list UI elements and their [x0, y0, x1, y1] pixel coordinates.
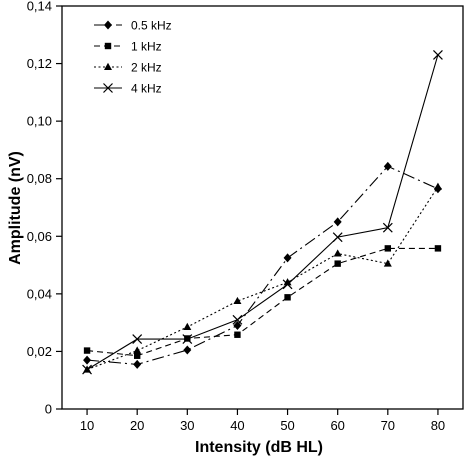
series-line-2 — [87, 247, 438, 357]
legend-marker — [104, 62, 112, 70]
data-point-3 — [233, 296, 242, 305]
data-point-1 — [133, 359, 142, 369]
plot-frame — [61, 5, 464, 410]
data-point-2 — [434, 245, 442, 252]
y-tick-label: 0 — [45, 402, 52, 417]
data-point-3 — [283, 278, 292, 286]
y-tick-label: 0,04 — [27, 286, 52, 301]
data-point-2 — [284, 294, 291, 301]
x-tick-label: 20 — [130, 418, 144, 433]
y-tick-label: 0,10 — [27, 114, 52, 129]
data-point-3 — [383, 259, 392, 267]
data-point-3 — [133, 346, 142, 354]
data-point-2 — [234, 331, 241, 338]
y-tick-label: 0,06 — [27, 229, 52, 244]
data-point-4 — [182, 334, 193, 344]
data-point-3 — [183, 322, 192, 330]
data-point-4 — [382, 222, 393, 233]
data-point-4 — [82, 364, 92, 375]
x-tick-label: 80 — [431, 418, 445, 433]
legend-label: 1 kHz — [131, 40, 162, 54]
data-point-1 — [183, 345, 192, 355]
x-tick-label: 10 — [80, 418, 94, 433]
legend-label: 0.5 kHz — [131, 19, 172, 33]
data-point-4 — [332, 232, 343, 243]
series-line-4 — [86, 54, 439, 371]
legend-marker — [104, 20, 112, 30]
y-tick-label: 0,02 — [27, 344, 52, 359]
x-tick-label: 60 — [330, 418, 344, 433]
data-point-1 — [333, 217, 342, 227]
data-point-2 — [133, 352, 141, 359]
y-axis-label: Amplitude (nV) — [7, 151, 24, 265]
y-tick-label: 0,08 — [27, 171, 52, 186]
x-tick-label: 70 — [381, 418, 395, 433]
x-tick-label: 40 — [230, 418, 244, 433]
x-axis-label: Intensity (dB HL) — [195, 439, 323, 456]
legend-marker — [104, 42, 112, 50]
y-tick-label: 0,12 — [27, 56, 52, 71]
data-point-4 — [132, 334, 143, 344]
legend-marker — [103, 83, 113, 93]
legend-label: 2 kHz — [131, 61, 162, 75]
x-tick-label: 30 — [180, 418, 194, 433]
data-point-2 — [83, 347, 91, 354]
x-tick-label: 50 — [280, 418, 294, 433]
data-point-1 — [383, 161, 392, 171]
data-point-3 — [333, 249, 342, 257]
data-point-2 — [334, 260, 341, 267]
data-point-1 — [83, 355, 92, 365]
legend-label: 4 kHz — [131, 82, 162, 96]
data-point-1 — [233, 321, 242, 331]
data-point-4 — [232, 314, 243, 325]
data-point-2 — [384, 245, 392, 252]
data-point-1 — [283, 253, 292, 263]
data-point-4 — [433, 50, 443, 60]
series-line-1 — [87, 165, 439, 365]
data-point-3 — [433, 182, 442, 190]
y-tick-label: 0,14 — [27, 0, 52, 14]
data-point-4 — [282, 279, 293, 290]
